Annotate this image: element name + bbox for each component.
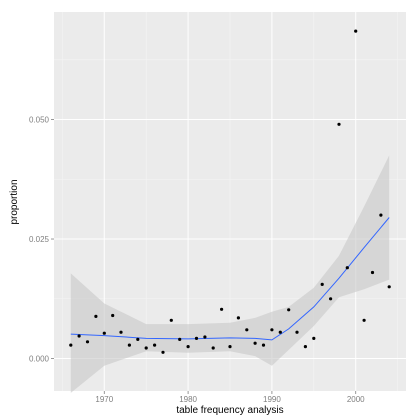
data-point <box>370 270 375 275</box>
x-tick-label: 1980 <box>179 395 197 404</box>
data-point <box>303 345 307 349</box>
data-point <box>94 314 98 318</box>
data-point <box>270 328 274 332</box>
data-point <box>354 29 358 33</box>
y-tick-label: 0.000 <box>29 355 50 364</box>
data-point <box>253 341 257 345</box>
data-point <box>320 282 324 286</box>
data-point <box>220 307 224 311</box>
data-point <box>312 336 316 340</box>
data-point <box>379 213 383 217</box>
data-point <box>194 336 199 340</box>
data-point <box>111 313 115 318</box>
y-axis-title: proportion <box>9 179 20 224</box>
x-axis-ticks: 1970 1980 1990 2000 <box>95 391 365 404</box>
smooth-trend-line <box>70 217 390 341</box>
minor-gridlines <box>54 12 406 391</box>
data-point <box>228 345 232 349</box>
y-tick-label: 0.050 <box>29 116 50 125</box>
data-point <box>362 318 366 322</box>
x-tick-label: 1990 <box>263 395 281 404</box>
data-points <box>69 29 391 354</box>
data-point <box>203 335 207 339</box>
data-point <box>119 330 123 334</box>
data-point <box>69 343 73 347</box>
x-tick-label: 2000 <box>347 395 365 404</box>
data-point <box>102 331 106 335</box>
y-axis-ticks: 0.000 0.025 0.050 <box>29 116 54 364</box>
data-point <box>144 346 148 350</box>
x-axis-title: table frequency analysis <box>176 405 283 416</box>
data-point <box>345 266 349 270</box>
data-point <box>153 343 157 347</box>
data-point <box>169 318 173 322</box>
data-point <box>211 346 215 350</box>
confidence-band <box>70 155 390 393</box>
data-point <box>295 330 299 334</box>
data-point <box>77 334 81 338</box>
data-point <box>186 345 190 349</box>
data-point <box>136 337 140 341</box>
data-point <box>245 328 249 332</box>
data-point <box>236 316 240 320</box>
data-point <box>337 122 341 126</box>
data-point <box>161 350 165 354</box>
x-tick-label: 1970 <box>95 395 113 404</box>
data-point <box>287 308 291 312</box>
data-point <box>127 343 131 347</box>
data-point <box>329 297 333 301</box>
data-point <box>85 340 90 344</box>
y-tick-label: 0.025 <box>29 235 50 244</box>
data-point <box>387 285 391 289</box>
data-point <box>261 343 266 347</box>
data-point <box>278 330 282 334</box>
data-point <box>178 337 182 341</box>
